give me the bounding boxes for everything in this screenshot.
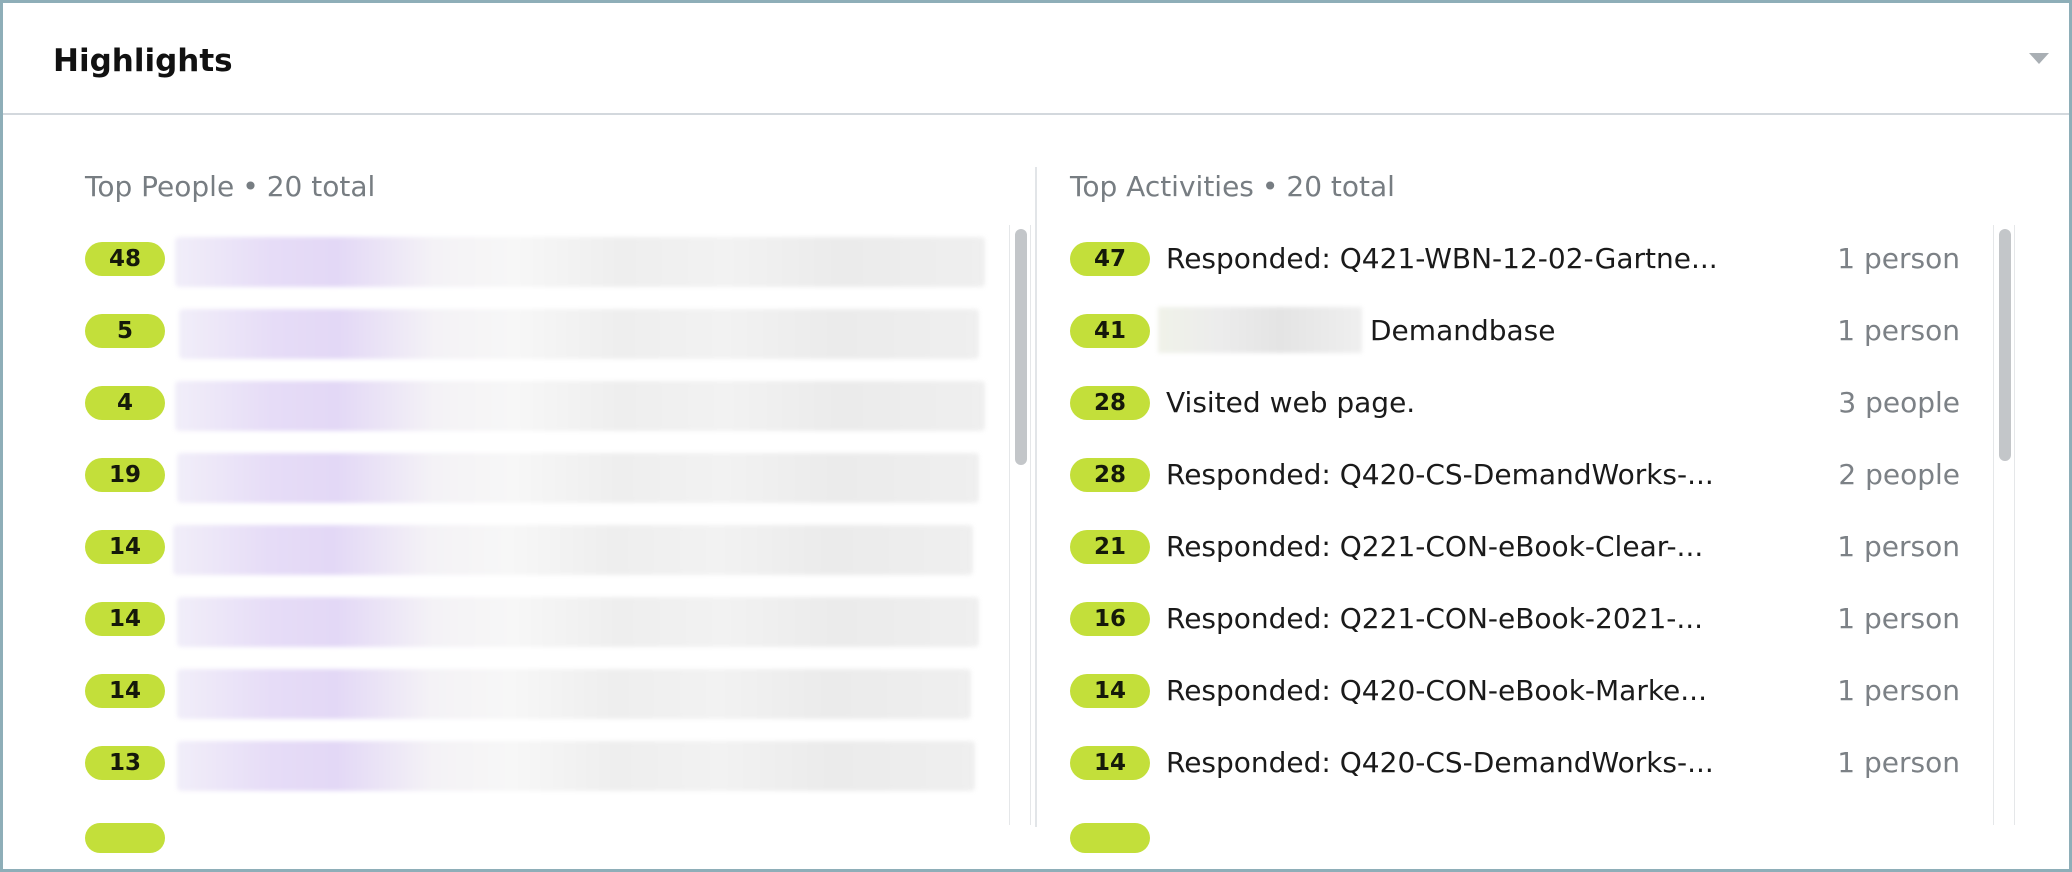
redacted-person-name — [177, 453, 979, 503]
activity-count-badge: 5 — [85, 314, 165, 348]
activity-count-badge: 14 — [1070, 746, 1150, 780]
activity-name: Responded: Q221-CON-eBook-2021-... — [1166, 602, 1704, 635]
scrollbar-thumb[interactable] — [1015, 229, 1027, 465]
top-people-title: Top People — [85, 170, 235, 203]
activity-row[interactable]: 16 Responded: Q221-CON-eBook-2021-... 1 … — [1070, 585, 1960, 657]
redacted-person-name — [177, 669, 971, 719]
activity-count-badge: 48 — [85, 242, 165, 276]
activity-row[interactable]: 28 Responded: Q420-CS-DemandWorks-... 2 … — [1070, 441, 1960, 513]
activity-row[interactable]: 47 Responded: Q421-WBN-12-02-Gartne... 1… — [1070, 225, 1960, 297]
activity-count-badge: 28 — [1070, 386, 1150, 420]
people-count: 2 people — [1838, 458, 1960, 491]
person-row[interactable]: 19 — [85, 441, 991, 513]
scrollbar-thumb[interactable] — [1999, 229, 2011, 461]
people-count: 1 person — [1837, 530, 1960, 563]
next-row-badge-peek — [1070, 823, 1150, 853]
top-activities-scrollbar[interactable] — [1993, 225, 2015, 825]
people-count: 1 person — [1837, 746, 1960, 779]
activity-count-badge: 14 — [85, 602, 165, 636]
person-row[interactable]: 13 — [85, 729, 991, 801]
top-activities-heading: Top Activities • 20 total — [1070, 167, 1395, 207]
activity-count-badge: 14 — [85, 674, 165, 708]
collapse-chevron-icon[interactable] — [2029, 53, 2049, 64]
activity-count-badge: 41 — [1070, 314, 1150, 348]
top-people-list: 48 5 4 19 14 14 14 13 — [85, 225, 991, 825]
top-activities-title: Top Activities — [1070, 170, 1254, 203]
activity-row[interactable]: 28 Visited web page. 3 people — [1070, 369, 1960, 441]
activity-count-badge: 14 — [85, 530, 165, 564]
person-row[interactable]: 14 — [85, 513, 991, 585]
activity-name: Responded: Q421-WBN-12-02-Gartne... — [1166, 242, 1718, 275]
heading-separator: • — [1261, 170, 1279, 203]
top-activities-list: 47 Responded: Q421-WBN-12-02-Gartne... 1… — [1070, 225, 1960, 825]
person-row[interactable]: 48 — [85, 225, 991, 297]
people-count: 3 people — [1838, 386, 1960, 419]
activity-name: Visited web page. — [1166, 386, 1416, 419]
panel-divider — [1035, 167, 1037, 827]
activity-count-badge: 16 — [1070, 602, 1150, 636]
activity-count-badge: 47 — [1070, 242, 1150, 276]
redacted-person-name — [179, 309, 979, 359]
redacted-person-name — [175, 237, 985, 287]
people-count: 1 person — [1837, 314, 1960, 347]
activity-count-badge: 21 — [1070, 530, 1150, 564]
activity-row[interactable]: 14 Responded: Q420-CON-eBook-Marke... 1 … — [1070, 657, 1960, 729]
redacted-person-name — [177, 597, 979, 647]
activity-count-badge: 19 — [85, 458, 165, 492]
top-people-total: 20 total — [266, 170, 376, 203]
next-row-badge-peek — [85, 823, 165, 853]
card-title: Highlights — [53, 43, 233, 79]
activity-name: Responded: Q420-CS-DemandWorks-... — [1166, 458, 1714, 491]
heading-separator: • — [242, 170, 259, 203]
activity-row[interactable]: 21 Responded: Q221-CON-eBook-Clear-... 1… — [1070, 513, 1960, 585]
person-row[interactable]: 5 — [85, 297, 991, 369]
activity-name: Responded: Q420-CON-eBook-Marke... — [1166, 674, 1707, 707]
activity-name: Responded: Q221-CON-eBook-Clear-... — [1166, 530, 1704, 563]
activity-name: Responded: Q420-CS-DemandWorks-... — [1166, 746, 1714, 779]
redacted-person-name — [175, 381, 985, 431]
card-header[interactable]: Highlights — [3, 3, 2069, 115]
top-people-heading: Top People • 20 total — [85, 167, 375, 207]
redacted-activity-prefix — [1158, 307, 1362, 353]
activity-count-badge: 13 — [85, 746, 165, 780]
top-activities-total: 20 total — [1286, 170, 1395, 203]
redacted-person-name — [173, 525, 973, 575]
activity-name: Demandbase — [1370, 314, 1556, 347]
activity-count-badge: 4 — [85, 386, 165, 420]
person-row[interactable]: 14 — [85, 657, 991, 729]
redacted-person-name — [177, 741, 975, 791]
people-count: 1 person — [1837, 242, 1960, 275]
activity-row[interactable]: 41 Demandbase 1 person — [1070, 297, 1960, 369]
activity-count-badge: 28 — [1070, 458, 1150, 492]
person-row[interactable]: 14 — [85, 585, 991, 657]
people-count: 1 person — [1837, 602, 1960, 635]
person-row[interactable]: 4 — [85, 369, 991, 441]
people-count: 1 person — [1837, 674, 1960, 707]
top-people-scrollbar[interactable] — [1009, 225, 1031, 825]
activity-count-badge: 14 — [1070, 674, 1150, 708]
activity-row[interactable]: 14 Responded: Q420-CS-DemandWorks-... 1 … — [1070, 729, 1960, 801]
